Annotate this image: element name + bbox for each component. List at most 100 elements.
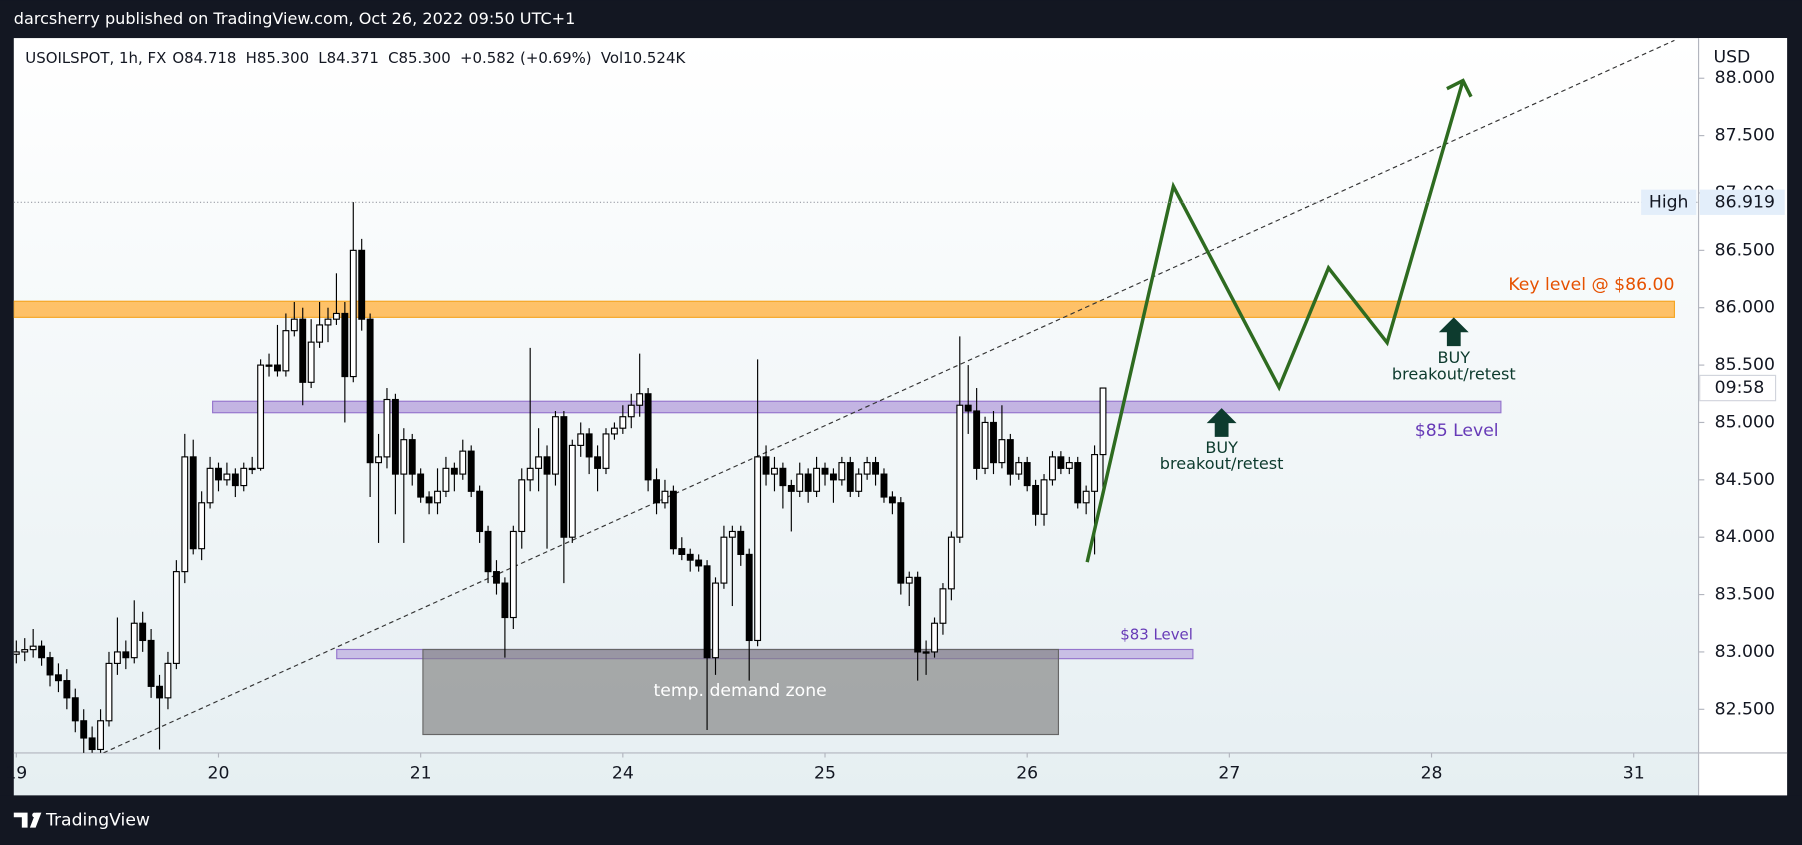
candle-body (526, 467, 534, 481)
candle-body (21, 649, 29, 653)
candle-body (1082, 490, 1090, 504)
x-tick-label: 26 (1016, 764, 1038, 784)
candle-body (265, 364, 273, 367)
x-tick-label: 27 (1218, 764, 1240, 784)
ohlc-value: C85.300 (388, 49, 451, 67)
candle-body (425, 496, 433, 504)
candle-body (804, 473, 812, 492)
candle-body (695, 559, 703, 567)
candle-body (947, 536, 955, 590)
demand-zone-label: temp. demand zone (653, 681, 826, 701)
drawings (13, 39, 1676, 753)
candle-body (408, 439, 416, 475)
candle-body (307, 341, 315, 383)
candle-body (897, 502, 905, 584)
candle-body (602, 433, 610, 469)
high-label: High (1649, 192, 1689, 212)
candle-body (981, 421, 989, 469)
price-axis (1698, 38, 1788, 796)
candle-body (248, 467, 256, 471)
publisher: darcsherry published on TradingView.com,… (14, 9, 576, 28)
candle-body (63, 680, 71, 699)
candle-body (164, 662, 172, 699)
candle-body (467, 450, 475, 492)
candle-body (914, 576, 922, 653)
candle-body (1015, 462, 1023, 475)
candle-body (1099, 387, 1107, 456)
footer (0, 795, 1802, 845)
candle-body (88, 737, 96, 751)
brand-logo-dot (32, 812, 37, 818)
candle-body (568, 444, 576, 538)
candle-body (560, 416, 568, 538)
high-value-box (1699, 189, 1785, 215)
ohlc-value: H85.300 (246, 49, 310, 67)
candle-body (636, 393, 644, 406)
candle-body (669, 490, 677, 550)
candle-body (130, 622, 138, 659)
candle-body (113, 651, 121, 664)
candle-body (1074, 462, 1082, 504)
candle-body (888, 496, 896, 504)
candle-body (181, 456, 189, 573)
y-tick-label: 83.500 (1715, 585, 1775, 605)
ohlc-value: +0.582 (+0.69%) (460, 49, 592, 67)
candle-body (1006, 439, 1014, 475)
candle-body (223, 473, 231, 481)
candle-body (846, 462, 854, 492)
candle-body (577, 433, 585, 446)
buy-arrow (1206, 408, 1237, 437)
candle-body (459, 450, 467, 475)
candle-body (147, 639, 155, 687)
y-tick-label: 82.500 (1715, 699, 1775, 719)
candle-body (922, 651, 930, 654)
candle-body (299, 318, 307, 383)
candle-body (644, 393, 652, 481)
candle-body (535, 456, 543, 469)
candle-body (964, 404, 972, 412)
buy-label: BUY (1437, 348, 1470, 367)
candle-body (358, 249, 366, 320)
candle-body (71, 697, 79, 722)
candle-body (543, 456, 551, 475)
ohlc-value: Vol10.524K (601, 49, 687, 67)
countdown-box (1699, 374, 1777, 402)
candle-body (501, 582, 509, 619)
candle-body (829, 473, 837, 481)
candle-body (332, 312, 340, 320)
candle-body (905, 576, 913, 584)
candle-body (366, 318, 374, 464)
candle-body (282, 330, 290, 372)
candle-body (80, 720, 88, 739)
buy-note: breakout/retest (1392, 364, 1516, 383)
candle-body (1057, 456, 1065, 469)
candle-body (38, 645, 46, 659)
x-tick-label: 20 (208, 764, 230, 784)
candle-body (1023, 462, 1031, 487)
candle-body (122, 651, 130, 659)
x-tick-label: 25 (814, 764, 836, 784)
key-level-label: Key level @ $86.00 (1508, 275, 1674, 295)
y-tick-label: 84.000 (1715, 527, 1775, 547)
y-tick-label: 84.500 (1715, 470, 1775, 490)
candle-body (796, 473, 804, 492)
level-83-label: $83 Level (1120, 626, 1193, 644)
candle-body (1040, 479, 1048, 515)
candle-body (215, 467, 222, 481)
candle-body (324, 318, 332, 326)
candle-body (973, 410, 981, 469)
candle-body (990, 421, 997, 464)
candle-body (712, 582, 719, 659)
candle-body (686, 553, 694, 561)
candle-body (661, 490, 669, 504)
candle-body (341, 312, 349, 378)
x-tick-label: 28 (1421, 764, 1443, 784)
candle-body (627, 404, 635, 418)
y-tick-label: 85.500 (1715, 355, 1775, 375)
candle-body (737, 530, 745, 555)
candle-body (610, 427, 618, 435)
candle-body (653, 479, 660, 504)
countdown: 09:58 (1715, 378, 1765, 398)
candle-body (956, 404, 964, 538)
